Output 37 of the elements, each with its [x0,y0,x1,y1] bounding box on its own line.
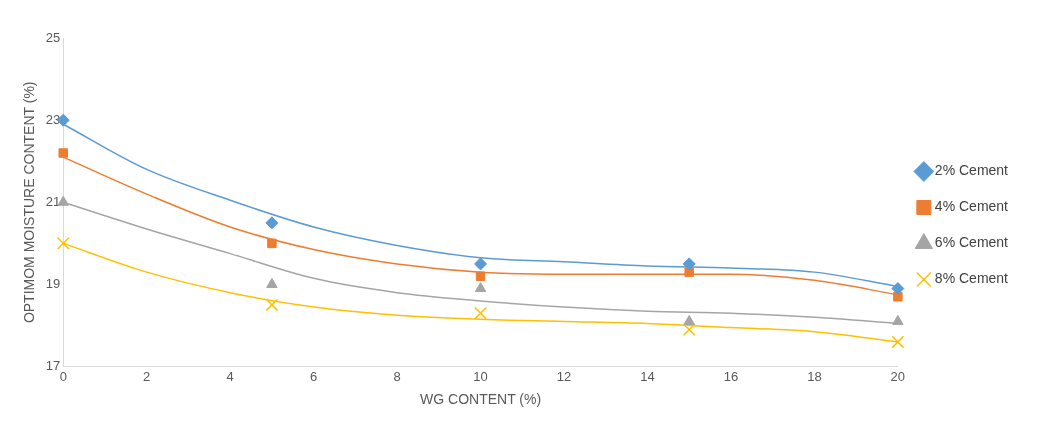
x-tick-label: 10 [473,368,488,384]
point [475,271,486,281]
y-tick-label: 25 [45,29,61,45]
point [56,236,70,250]
x-tick-label: 4 [226,368,234,384]
y-tick-label: 17 [45,358,61,374]
point [265,298,279,312]
x-tick-label: 12 [556,368,572,384]
x-tick-label: 8 [393,368,401,384]
point [474,306,487,320]
legend-label: 6% Cement [934,234,1009,251]
point [682,323,696,337]
x-tick-label: 0 [59,368,67,384]
x-tick-label: 18 [807,368,822,384]
y-tick-label: 19 [45,276,61,292]
legend-label: 4% Cement [934,198,1009,215]
point [266,277,278,288]
point [265,216,279,230]
point [58,148,68,158]
x-tick-label: 20 [890,368,906,384]
point [891,335,905,349]
point [891,282,905,296]
x-tick-label: 16 [723,368,739,384]
x-tick-label: 6 [310,368,318,384]
point [683,314,695,325]
point [474,282,487,293]
x-tick-label: 14 [640,368,655,384]
y-tick-label: 21 [45,193,61,209]
point [892,314,904,325]
point [474,257,488,271]
y-axis-title: OPTIMOM MOISTURE CONTENT (%) [21,81,38,324]
x-tick-label: 2 [143,368,151,384]
point [267,238,277,249]
x-axis-title: WG CONTENT (%) [420,391,542,408]
legend-label: 2% Cement [934,162,1009,179]
point [682,257,696,271]
legend-label: 8% Cement [934,270,1009,287]
